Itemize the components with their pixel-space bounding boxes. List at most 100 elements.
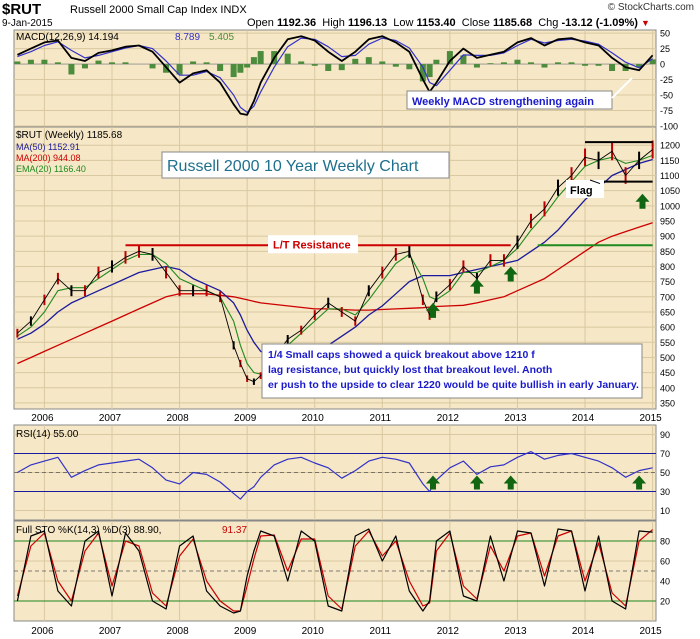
- up-arrow-icon: [635, 193, 650, 209]
- low-value: 1153.40: [416, 17, 456, 29]
- rsi-up-arrow-icon: [469, 475, 484, 490]
- macd-histogram-bar: [298, 61, 305, 65]
- macd-histogram-bar: [68, 64, 75, 75]
- price-tick-label: 1050: [660, 186, 680, 196]
- sto-tick-label: 20: [660, 597, 670, 607]
- macd-histogram-bar: [636, 64, 643, 68]
- price-tick-label: 600: [660, 323, 675, 333]
- macd-histogram-bar: [426, 64, 433, 78]
- ema20-line: [17, 154, 653, 375]
- macd-legend-signal: 8.789: [175, 32, 200, 43]
- macd-histogram-bar: [582, 64, 589, 66]
- price-tick-label: 350: [660, 398, 675, 408]
- annotation-text-line: 1/4 Small caps showed a quick breakout a…: [268, 349, 535, 361]
- macd-histogram-bar: [190, 61, 197, 65]
- macd-callout-text: Weekly MACD strengthening again: [412, 96, 594, 108]
- macd-histogram-bar: [217, 64, 224, 72]
- annotation-box: [261, 343, 643, 399]
- macd-tick-label: 50: [660, 29, 670, 39]
- price-tick-label: 800: [660, 262, 675, 272]
- lt-resistance-label: L/T Resistance: [273, 239, 351, 251]
- macd-histogram-bar: [568, 62, 575, 65]
- annotation-text-line: lag resistance, but quickly lost that br…: [268, 364, 552, 376]
- x-tick-label: 2011: [370, 413, 392, 424]
- price-tick-label: 850: [660, 247, 675, 257]
- x-tick-label: 2015: [639, 626, 662, 637]
- macd-legend-hist: 5.405: [209, 32, 234, 43]
- macd-histogram-bar: [95, 60, 102, 65]
- rsi-up-arrow-icon: [632, 475, 647, 490]
- macd-histogram-bar: [446, 51, 453, 65]
- macd-histogram-bar: [237, 64, 244, 73]
- macd-tick-label: -50: [660, 91, 673, 101]
- macd-histogram-bar: [338, 64, 345, 71]
- macd-histogram-bar: [379, 61, 386, 65]
- legend-ma50: MA(50) 1152.91: [16, 142, 80, 152]
- open-label: Open: [247, 17, 274, 29]
- macd-histogram-bar: [514, 59, 521, 65]
- x-tick-label: 2010: [302, 413, 325, 424]
- macd-tick-label: -100: [660, 122, 678, 132]
- price-tick-label: 650: [660, 307, 675, 317]
- macd-histogram-bar: [352, 58, 359, 65]
- up-arrow-icon: [503, 266, 518, 282]
- down-triangle-icon: ▼: [640, 18, 650, 28]
- macd-histogram-bar: [230, 64, 237, 78]
- x-tick-label: 2007: [99, 413, 122, 424]
- macd-histogram-bar: [108, 62, 115, 65]
- rsi-up-arrow-icon: [503, 475, 518, 490]
- macd-histogram-bar: [609, 64, 616, 72]
- symbol: $RUT: [2, 1, 42, 18]
- macd-histogram-bar: [419, 64, 426, 82]
- x-tick-label: 2013: [504, 626, 527, 637]
- macd-histogram-bar: [433, 59, 440, 65]
- chg-label: Chg: [538, 17, 559, 29]
- macd-callout-box: [406, 90, 613, 110]
- macd-histogram-bar: [149, 64, 156, 69]
- macd-histogram-bar: [487, 63, 494, 65]
- macd-histogram-bar: [595, 64, 602, 66]
- price-tick-label: 550: [660, 338, 675, 348]
- macd-histogram-bar: [392, 64, 399, 67]
- macd-histogram-bar: [555, 62, 562, 65]
- price-tick-label: 400: [660, 383, 675, 393]
- rsi-legend: RSI(14) 55.00: [16, 429, 79, 440]
- rsi-tick-label: 90: [660, 430, 670, 440]
- macd-histogram-bar: [284, 53, 291, 65]
- macd-line: [17, 35, 654, 116]
- macd-histogram-bar: [257, 51, 264, 65]
- close-label: Close: [461, 17, 490, 29]
- sto-tick-label: 60: [660, 557, 670, 567]
- x-tick-label: 2014: [572, 626, 595, 637]
- macd-tick-label: 0: [660, 60, 665, 70]
- macd-histogram-bar: [500, 62, 507, 65]
- chart-date: 9-Jan-2015: [2, 18, 53, 29]
- price-tick-label: 950: [660, 217, 675, 227]
- sto-k-line: [16, 528, 653, 614]
- macd-histogram-bar: [244, 64, 251, 68]
- x-tick-label: 2007: [99, 626, 122, 637]
- up-arrow-icon: [425, 302, 440, 318]
- x-tick-label: 2012: [437, 413, 460, 424]
- ohlc-quote: Open 1192.36 High 1196.13 Low 1153.40 Cl…: [247, 17, 650, 29]
- macd-histogram-bar: [406, 64, 413, 70]
- legend-ma200: MA(200) 944.08: [16, 153, 81, 163]
- x-tick-label: 2015: [639, 413, 662, 424]
- macd-histogram-bar: [54, 62, 61, 65]
- rsi-tick-label: 70: [660, 449, 670, 459]
- legend-rut: $RUT (Weekly) 1185.68: [16, 130, 123, 141]
- price-tick-label: 450: [660, 368, 675, 378]
- macd-tick-label: 25: [660, 44, 670, 54]
- sto-tick-label: 80: [660, 537, 670, 547]
- macd-histogram-bar: [325, 64, 332, 72]
- macd-tick-label: -25: [660, 75, 673, 85]
- legend-ema20: EMA(20) 1166.40: [16, 164, 86, 174]
- macd-histogram-bar: [27, 59, 34, 65]
- macd-histogram-bar: [14, 61, 21, 65]
- x-tick-label: 2006: [31, 626, 54, 637]
- low-label: Low: [393, 17, 414, 29]
- price-tick-label: 1100: [660, 171, 679, 181]
- x-tick-label: 2009: [234, 413, 257, 424]
- sto-legend: Full STO %K(14,3) %D(3) 88.90,: [16, 525, 161, 536]
- annotation-text-line: er push to the upside to clear 1220 woul…: [268, 379, 639, 391]
